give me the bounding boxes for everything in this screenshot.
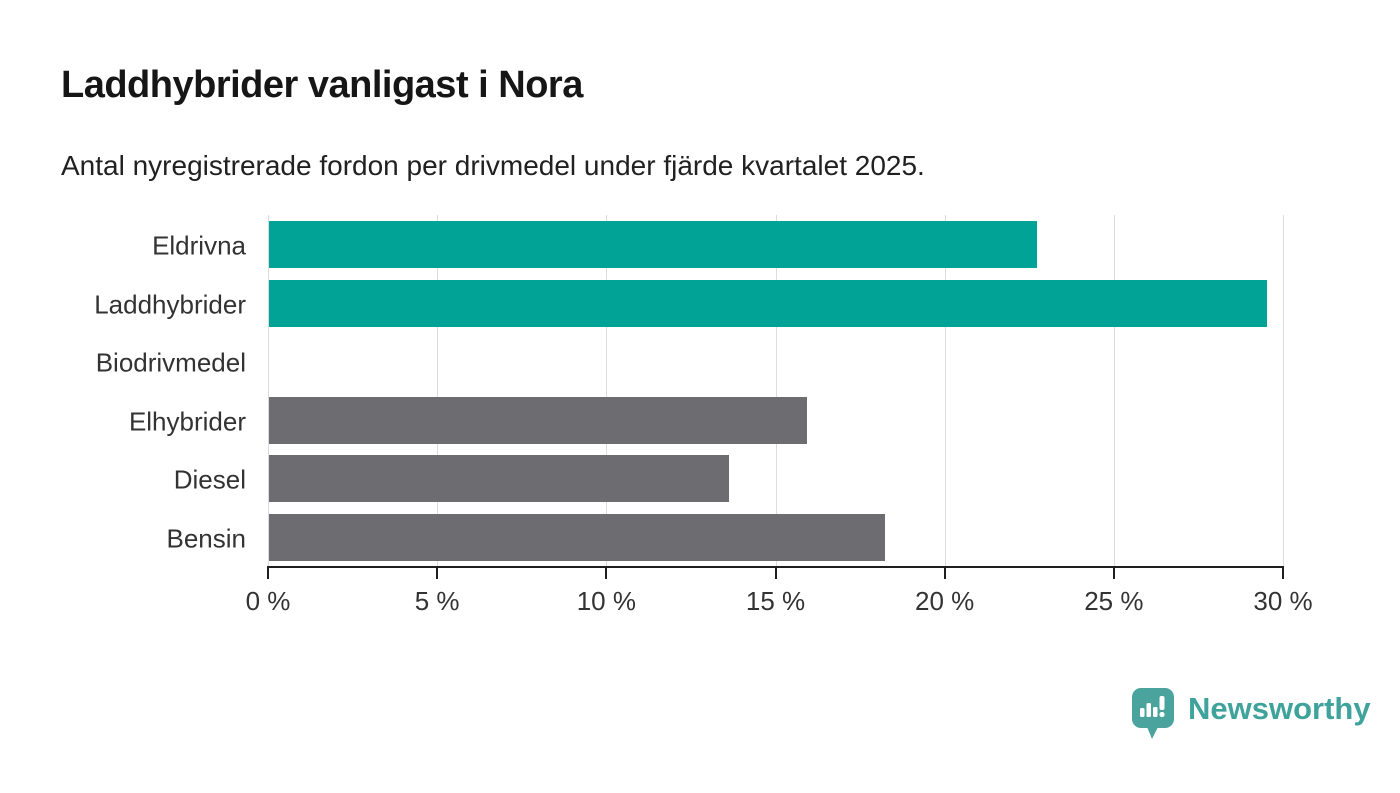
y-axis-labels: Eldrivna Laddhybrider Biodrivmedel Elhybrid… — [0, 215, 246, 566]
y-axis-label-elhybrider: Elhybrider — [128, 406, 246, 437]
x-tick-label: 30 % — [1253, 586, 1313, 616]
axis-tick — [774, 566, 777, 579]
y-axis-label-bensin: Bensin — [166, 523, 247, 554]
y-axis-label-diesel: Diesel — [173, 464, 246, 495]
gridline — [1113, 215, 1115, 566]
bar-elhybrider — [269, 396, 807, 444]
axis-tick — [1282, 566, 1284, 579]
gridline — [1283, 215, 1284, 566]
y-axis-label-laddhybrider: Laddhybrider — [94, 289, 246, 320]
bar-diesel — [269, 455, 730, 502]
x-tick-label: 15 % — [745, 586, 806, 616]
axis-tick — [943, 566, 946, 579]
axis-tick — [605, 566, 608, 579]
y-axis-label-eldrivna: Eldrivna — [152, 230, 246, 261]
newsworthy-logo: Newsworthy — [1131, 687, 1371, 741]
x-tick-label: 0 % — [245, 586, 291, 616]
x-tick-label: 25 % — [1084, 586, 1144, 616]
x-tick-label: 10 % — [576, 586, 636, 616]
gridline — [437, 215, 439, 566]
x-tick-label: 20 % — [915, 586, 975, 616]
brand-name: Newsworthy — [1188, 691, 1371, 726]
chart-title: Laddhybrider vanligast i Nora — [61, 64, 583, 106]
axis-tick — [267, 566, 269, 579]
chart-subtitle: Antal nyregistrerade fordon per drivmede… — [61, 150, 925, 181]
axis-tick — [436, 566, 439, 579]
gridline — [944, 215, 946, 566]
gridline — [268, 215, 269, 566]
gridline — [775, 215, 777, 566]
gridline — [606, 215, 608, 566]
plot-area: 0 % 5 % 10 % 15 % 20 % 25 % 30 % — [246, 215, 1313, 616]
bar-bensin — [269, 513, 885, 561]
bar-chart-speech-bubble-icon — [1132, 688, 1174, 739]
bar-eldrivna — [269, 221, 1038, 268]
y-axis-label-biodrivmedel: Biodrivmedel — [95, 347, 246, 378]
x-tick-label: 5 % — [414, 586, 460, 616]
bar-laddhybrider — [269, 279, 1268, 327]
axis-tick — [1112, 566, 1115, 579]
